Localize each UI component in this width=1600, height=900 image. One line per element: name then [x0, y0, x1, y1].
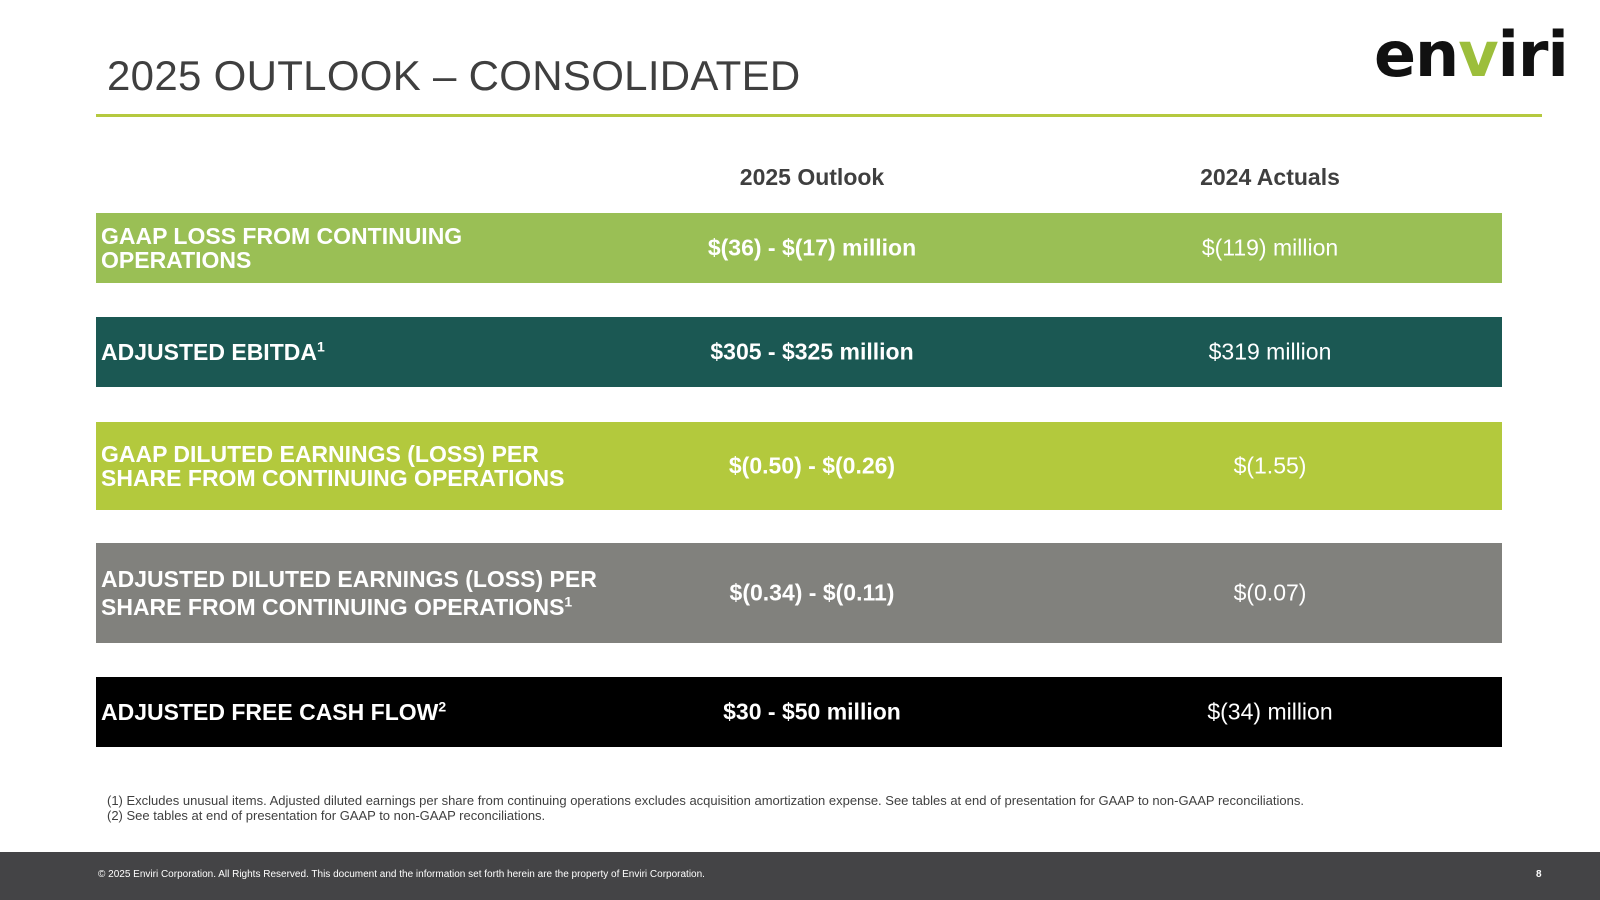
- column-header-outlook: 2025 Outlook: [739, 164, 885, 190]
- row-actual-value: $(34) million: [1207, 698, 1333, 725]
- footnote-ref: 1: [564, 593, 573, 610]
- row-label: GAAP DILUTED EARNINGS (LOSS) PER SHARE F…: [101, 442, 621, 490]
- row-label-line2: OPERATIONS: [101, 247, 252, 273]
- row-label-line1: ADJUSTED EBITDA: [101, 339, 317, 365]
- footnote-1: (1) Excludes unusual items. Adjusted dil…: [107, 793, 1304, 808]
- footnote-ref: 2: [438, 698, 447, 715]
- footnotes: (1) Excludes unusual items. Adjusted dil…: [107, 793, 1304, 823]
- row-label: GAAP LOSS FROM CONTINUING OPERATIONS: [101, 224, 621, 272]
- logo-text-v: v: [1458, 18, 1498, 91]
- row-label: ADJUSTED EBITDA1: [101, 338, 621, 365]
- row-label-line1: ADJUSTED FREE CASH FLOW: [101, 699, 439, 725]
- footer-bar: © 2025 Enviri Corporation. All Rights Re…: [0, 852, 1600, 900]
- row-label-line1: GAAP LOSS FROM CONTINUING: [101, 223, 463, 249]
- row-actual-value: $319 million: [1208, 338, 1332, 365]
- page-title: 2025 OUTLOOK – CONSOLIDATED: [107, 52, 801, 99]
- table-row: ADJUSTED DILUTED EARNINGS (LOSS) PER SHA…: [96, 543, 1502, 643]
- row-label: ADJUSTED FREE CASH FLOW2: [101, 698, 621, 725]
- row-outlook-value: $305 - $325 million: [710, 338, 914, 365]
- table-row: ADJUSTED FREE CASH FLOW2 $30 - $50 milli…: [96, 677, 1502, 747]
- table-row: GAAP LOSS FROM CONTINUING OPERATIONS $(3…: [96, 213, 1502, 283]
- logo-text-suffix: iri: [1497, 18, 1569, 91]
- page-number: 8: [1536, 869, 1542, 880]
- row-outlook-value: $(0.50) - $(0.26): [728, 452, 896, 479]
- table-row: ADJUSTED EBITDA1 $305 - $325 million $31…: [96, 317, 1502, 387]
- row-actual-value: $(1.55): [1233, 452, 1307, 479]
- row-label-line2: SHARE FROM CONTINUING OPERATIONS: [101, 465, 565, 491]
- footnote-2: (2) See tables at end of presentation fo…: [107, 808, 546, 823]
- enviri-logo: enviri: [1374, 18, 1569, 91]
- row-label-line2: SHARE FROM CONTINUING OPERATIONS: [101, 594, 565, 620]
- row-actual-value: $(119) million: [1201, 234, 1339, 261]
- row-label: ADJUSTED DILUTED EARNINGS (LOSS) PER SHA…: [101, 565, 621, 621]
- row-actual-value: $(0.07): [1233, 579, 1307, 606]
- row-label-line1: GAAP DILUTED EARNINGS (LOSS) PER: [101, 441, 539, 467]
- row-outlook-value: $(36) - $(17) million: [707, 234, 917, 261]
- column-header-actuals: 2024 Actuals: [1200, 164, 1340, 190]
- row-outlook-value: $(0.34) - $(0.11): [729, 579, 895, 606]
- footnote-ref: 1: [316, 338, 325, 355]
- row-outlook-value: $30 - $50 million: [723, 698, 901, 725]
- copyright-text: © 2025 Enviri Corporation. All Rights Re…: [98, 869, 705, 880]
- title-divider: [96, 114, 1542, 117]
- table-row: GAAP DILUTED EARNINGS (LOSS) PER SHARE F…: [96, 422, 1502, 510]
- logo-text-prefix: en: [1374, 18, 1459, 91]
- row-label-line1: ADJUSTED DILUTED EARNINGS (LOSS) PER: [101, 566, 597, 592]
